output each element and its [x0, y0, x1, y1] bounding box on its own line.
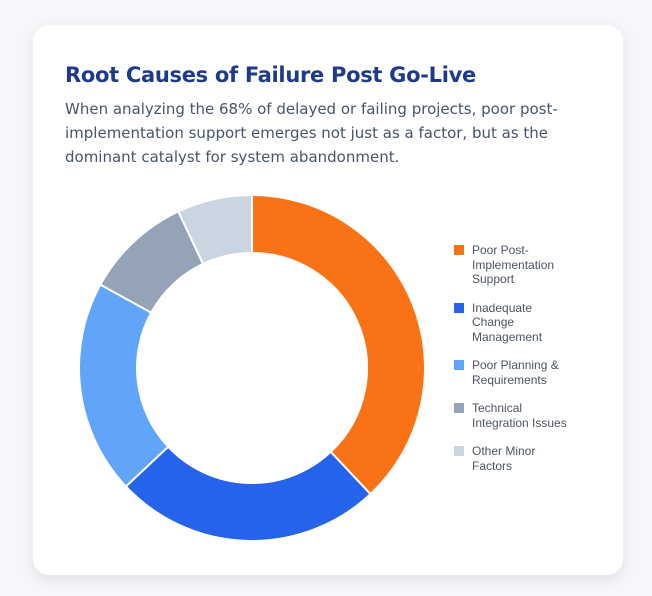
legend-swatch — [454, 360, 464, 370]
legend-item[interactable]: Technical Integration Issues — [454, 401, 568, 430]
legend-item[interactable]: Poor Post-Implementation Support — [454, 243, 568, 287]
legend-item[interactable]: Poor Planning & Requirements — [454, 358, 568, 387]
legend-item[interactable]: Inadequate Change Management — [454, 301, 568, 345]
legend-label: Poor Planning & Requirements — [472, 358, 559, 387]
legend-item[interactable]: Other Minor Factors — [454, 444, 568, 473]
legend-swatch — [454, 302, 464, 313]
donut-slice[interactable] — [251, 193, 427, 496]
legend-label: Technical Integration Issues — [472, 401, 567, 430]
donut-slice[interactable] — [124, 445, 372, 543]
legend-swatch — [454, 403, 464, 413]
legend-swatch — [454, 446, 464, 456]
legend-label: Other Minor Factors — [472, 444, 536, 473]
legend-label: Inadequate Change Management — [472, 300, 543, 344]
legend-swatch — [454, 245, 464, 255]
legend-label: Poor Post-Implementation Support — [472, 243, 555, 286]
page-title: Root Causes of Failure Post Go-Live — [65, 63, 476, 87]
chart-legend: Poor Post-Implementation Support Inadequa… — [454, 243, 568, 487]
page-subtitle: When analyzing the 68% of delayed or fai… — [65, 100, 558, 166]
donut-slice[interactable] — [78, 283, 170, 488]
donut-slice[interactable] — [177, 193, 253, 266]
